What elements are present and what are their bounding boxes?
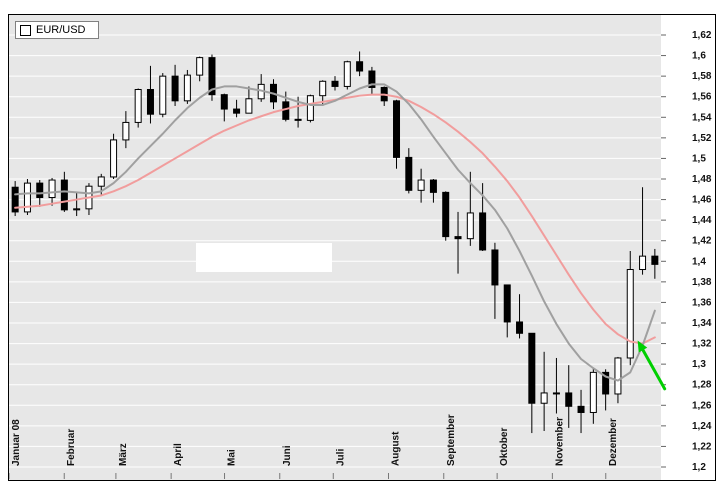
svg-text:1,26: 1,26: [692, 400, 712, 411]
svg-text:Januar 08: Januar 08: [11, 419, 22, 466]
svg-text:Juli: Juli: [335, 449, 346, 466]
series-checkbox-icon[interactable]: [20, 24, 31, 36]
svg-text:1,46: 1,46: [692, 195, 712, 206]
svg-text:1,52: 1,52: [692, 133, 712, 144]
watermark-patch: [196, 243, 332, 272]
svg-text:1,6: 1,6: [692, 51, 706, 62]
trend-arrow: [637, 340, 667, 391]
chart-window: EUR/USD 1,62 1,6 1,58 1,56 1,54 1,52 1,5 1,48 1,…: [8, 14, 716, 481]
svg-text:1,44: 1,44: [692, 215, 712, 226]
svg-text:1,36: 1,36: [692, 297, 712, 308]
svg-text:März: März: [118, 443, 129, 466]
svg-text:1,42: 1,42: [692, 236, 712, 247]
svg-text:1,62: 1,62: [692, 30, 712, 41]
svg-text:1,56: 1,56: [692, 92, 712, 103]
y-axis-labels: 1,62 1,6 1,58 1,56 1,54 1,52 1,5 1,48 1,46 1,44 1,…: [692, 30, 712, 473]
legend[interactable]: EUR/USD: [15, 21, 99, 39]
svg-text:1,3: 1,3: [692, 359, 706, 370]
svg-text:November: November: [554, 417, 565, 466]
gray-moving-average: [14, 83, 656, 382]
svg-text:Oktober: Oktober: [499, 428, 510, 466]
svg-text:1,22: 1,22: [692, 441, 712, 452]
svg-text:1,5: 1,5: [692, 153, 706, 164]
legend-label: EUR/USD: [36, 24, 86, 36]
svg-text:1,54: 1,54: [692, 112, 712, 123]
svg-text:Dezember: Dezember: [608, 418, 619, 466]
y-axis-ticks: [661, 34, 666, 468]
x-axis-labels: Januar 08 Februar März April Mai Juni Juli Augu…: [9, 414, 619, 479]
svg-text:Mai: Mai: [227, 449, 238, 466]
svg-text:1,32: 1,32: [692, 339, 712, 350]
svg-text:1,4: 1,4: [692, 256, 706, 267]
svg-text:1,24: 1,24: [692, 421, 712, 432]
svg-text:1,58: 1,58: [692, 71, 712, 82]
svg-text:Februar: Februar: [66, 429, 77, 466]
svg-text:1,28: 1,28: [692, 380, 712, 391]
svg-text:1,48: 1,48: [692, 174, 712, 185]
candles-layer: [11, 51, 659, 434]
svg-text:September: September: [446, 414, 457, 466]
svg-text:April: April: [173, 443, 184, 466]
price-chart[interactable]: 1,62 1,6 1,58 1,56 1,54 1,52 1,5 1,48 1,46 1,44 1,…: [9, 15, 715, 480]
svg-text:August: August: [391, 431, 402, 466]
svg-text:1,38: 1,38: [692, 277, 712, 288]
grid-layer: [9, 34, 661, 468]
svg-text:1,34: 1,34: [692, 318, 712, 329]
svg-text:Juni: Juni: [282, 445, 293, 466]
svg-text:1,2: 1,2: [692, 462, 706, 473]
